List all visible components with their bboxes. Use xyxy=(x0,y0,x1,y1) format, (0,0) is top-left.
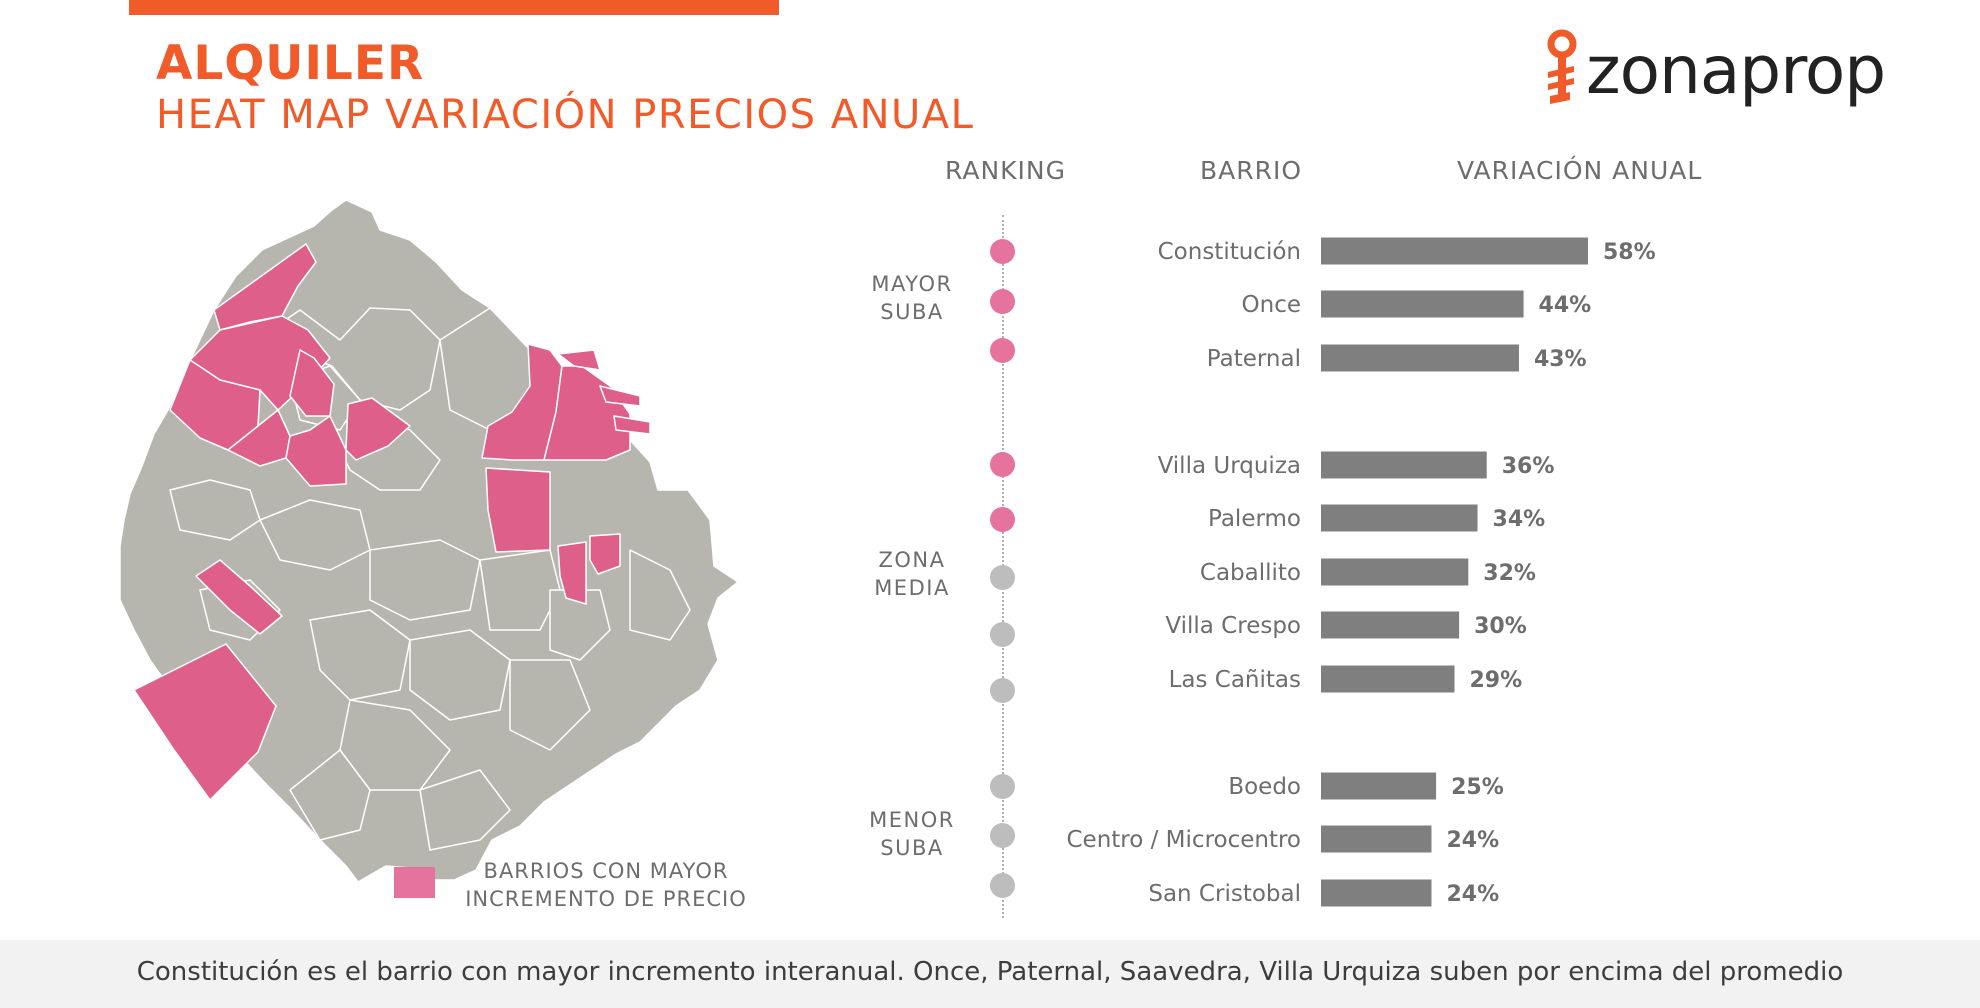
bar xyxy=(1321,665,1455,693)
key-icon xyxy=(1547,29,1577,104)
bar-value-label: 25% xyxy=(1451,775,1504,800)
header-ranking: RANKING xyxy=(945,156,1067,185)
barrio-highlight xyxy=(557,349,601,371)
legend-label: BARRIOS CON MAYOR INCREMENTO DE PRECIO xyxy=(465,859,747,911)
ranking-dot xyxy=(990,565,1015,590)
footer-text: Constitución es el barrio con mayor incr… xyxy=(136,957,1844,987)
bar xyxy=(1321,237,1588,265)
barrio-highlight xyxy=(485,467,551,553)
bar-value-label: 34% xyxy=(1493,507,1546,532)
bar-category-label: Constitución xyxy=(1158,239,1301,265)
bar-category-label: Paternal xyxy=(1207,346,1301,372)
barrio-highlight xyxy=(169,359,261,451)
bar-category-label: Villa Crespo xyxy=(1165,613,1301,639)
bar xyxy=(1321,558,1469,586)
barrio-highlight xyxy=(195,559,283,635)
top-accent-bar xyxy=(129,0,779,15)
bar-category-label: Caballito xyxy=(1200,560,1301,586)
header-barrio: BARRIO xyxy=(1200,156,1303,185)
zone-label-mayor: MAYOR SUBA xyxy=(871,272,953,324)
barrio-highlight xyxy=(285,415,347,487)
bar-value-label: 30% xyxy=(1474,614,1527,639)
page-title: ALQUILER xyxy=(156,36,425,91)
ranking-dot xyxy=(990,823,1015,848)
barrio-highlight xyxy=(599,385,641,407)
barrio-highlight xyxy=(289,349,335,417)
barrio-highlight xyxy=(589,533,621,575)
legend-swatch xyxy=(394,867,435,898)
header-variacion: VARIACIÓN ANUAL xyxy=(1457,156,1703,185)
zone-label-menor: MENOR SUBA xyxy=(869,808,955,860)
bar-category-label: Las Cañitas xyxy=(1169,667,1301,693)
bar-category-label: Boedo xyxy=(1228,774,1301,800)
ranking-dot xyxy=(990,774,1015,799)
bar-value-label: 44% xyxy=(1539,293,1592,318)
bar-value-label: 24% xyxy=(1446,882,1499,907)
bar-value-label: 36% xyxy=(1502,454,1555,479)
bar-category-label: San Cristobal xyxy=(1148,881,1301,907)
bar-value-label: 43% xyxy=(1534,347,1587,372)
ranking-dot xyxy=(990,622,1015,647)
bar-category-label: Centro / Microcentro xyxy=(1066,827,1301,853)
ranking-dot xyxy=(990,452,1015,477)
bar xyxy=(1321,504,1478,532)
brand-name: zonaprop xyxy=(1586,32,1886,109)
bar xyxy=(1321,451,1487,479)
ranking-dot xyxy=(990,873,1015,898)
footer: Constitución es el barrio con mayor incr… xyxy=(0,940,1980,1008)
ranking-dot xyxy=(990,289,1015,314)
bar xyxy=(1321,772,1437,800)
bar xyxy=(1321,290,1524,318)
ranking-dot xyxy=(990,239,1015,264)
bar xyxy=(1321,825,1432,853)
barrio-highlight xyxy=(345,397,411,461)
bar xyxy=(1321,611,1460,639)
bar xyxy=(1321,344,1519,372)
bar-category-label: Once xyxy=(1242,292,1301,318)
bar-value-label: 58% xyxy=(1603,240,1656,265)
ranking-dot xyxy=(990,507,1015,532)
ranking-dot xyxy=(990,678,1015,703)
bar-category-label: Palermo xyxy=(1208,506,1301,532)
page-subtitle: HEAT MAP VARIACIÓN PRECIOS ANUAL xyxy=(156,92,975,138)
bar-category-label: Villa Urquiza xyxy=(1158,453,1301,479)
barrio-highlight xyxy=(133,643,277,801)
barrio-highlight xyxy=(557,541,587,605)
bar-value-label: 32% xyxy=(1483,561,1536,586)
barrios-heat-map xyxy=(119,199,739,883)
zonaprop-logo: zonaprop xyxy=(1540,28,1920,112)
barrio-highlight xyxy=(481,343,563,461)
bar xyxy=(1321,879,1432,907)
barrio-highlight xyxy=(613,415,651,435)
ranking-dot xyxy=(990,338,1015,363)
bar-value-label: 29% xyxy=(1470,668,1523,693)
bar-value-label: 24% xyxy=(1446,828,1499,853)
zone-label-media: ZONA MEDIA xyxy=(874,548,950,600)
